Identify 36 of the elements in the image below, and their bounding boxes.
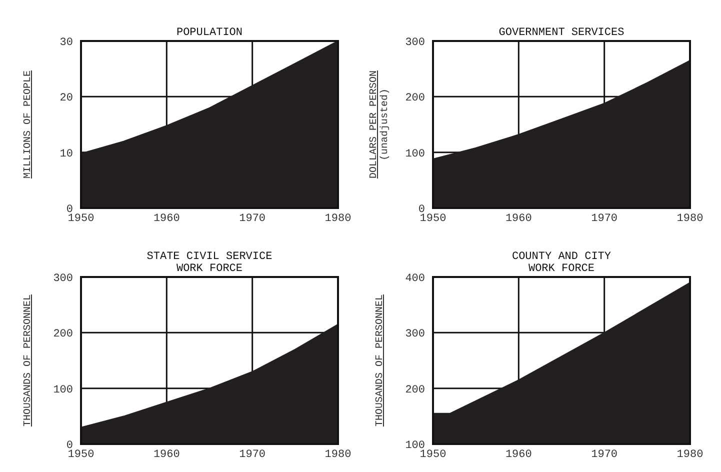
x-tick-label: 1950 <box>68 449 94 461</box>
x-tick-label: 1970 <box>239 213 266 225</box>
y-tick-label: 300 <box>405 37 425 49</box>
y-tick-label: 400 <box>405 273 425 285</box>
y-axis-title: THOUSANDS OF PERSONNEL <box>375 294 386 427</box>
y-tick-label: 300 <box>53 273 73 285</box>
x-tick-label: 1980 <box>324 213 352 225</box>
x-tick-label: 1960 <box>153 449 180 461</box>
y-tick-label: 200 <box>405 384 425 396</box>
x-tick-label: 1970 <box>591 449 618 461</box>
y-tick-label: 10 <box>60 148 73 160</box>
chart-title: STATE CIVIL SERVICE WORK FORCE <box>146 251 273 275</box>
x-tick-label: 1980 <box>324 449 352 461</box>
x-tick-label: 1950 <box>68 213 94 225</box>
x-tick-label: 1960 <box>505 213 532 225</box>
y-axis-title: MILLIONS OF PEOPLE <box>23 70 34 179</box>
y-axis-title: THOUSANDS OF PERSONNEL <box>23 294 34 427</box>
chart-title: COUNTY AND CITY WORK FORCE <box>512 251 612 275</box>
y-axis-title: DOLLARS PER PERSON (unadjusted) <box>369 70 391 179</box>
y-tick-label: 30 <box>60 37 73 49</box>
chart-title: GOVERNMENT SERVICES <box>498 27 625 39</box>
x-tick-label: 1970 <box>239 449 266 461</box>
x-tick-label: 1950 <box>420 449 446 461</box>
y-tick-label: 20 <box>60 92 73 105</box>
y-tick-label: 200 <box>405 92 425 105</box>
x-tick-label: 1960 <box>505 449 532 461</box>
x-tick-label: 1980 <box>676 213 704 225</box>
y-tick-label: 100 <box>405 148 425 160</box>
x-tick-label: 1960 <box>153 213 180 225</box>
x-tick-label: 1970 <box>591 213 618 225</box>
y-tick-label: 300 <box>405 328 425 341</box>
chart-title: POPULATION <box>176 27 243 39</box>
y-tick-label: 200 <box>53 328 73 341</box>
y-tick-label: 100 <box>53 384 73 396</box>
x-tick-label: 1950 <box>420 213 446 225</box>
x-tick-label: 1980 <box>676 449 704 461</box>
